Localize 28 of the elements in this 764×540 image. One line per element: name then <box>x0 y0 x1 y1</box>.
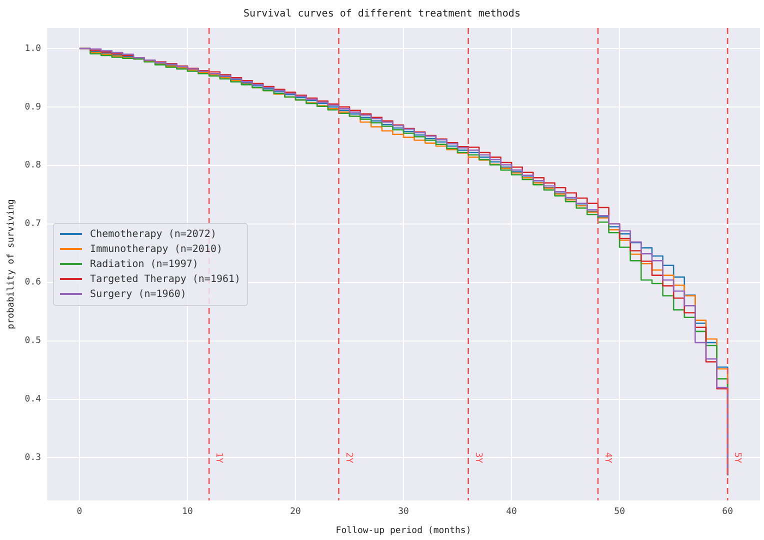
chart-title: Survival curves of different treatment methods <box>244 8 520 20</box>
x-tick-label: 0 <box>76 507 82 518</box>
y-tick-label: 0.8 <box>24 160 42 171</box>
legend-label: Chemotherapy (n=2072) <box>90 228 216 240</box>
x-tick-label: 60 <box>722 507 734 518</box>
ref-line-label: 2Y <box>343 452 354 464</box>
x-tick-label: 50 <box>614 507 625 518</box>
x-tick-label: 10 <box>182 507 193 518</box>
ref-line-label: 5Y <box>732 452 742 464</box>
legend-label: Radiation (n=1997) <box>90 258 198 270</box>
x-tick-label: 30 <box>398 507 409 518</box>
y-tick-label: 0.7 <box>24 219 42 230</box>
ref-line-label: 1Y <box>214 452 224 464</box>
y-tick-label: 0.6 <box>24 278 42 288</box>
x-axis-title: Follow-up period (months) <box>336 526 472 536</box>
y-tick-label: 0.5 <box>24 336 42 346</box>
ref-line-label: 3Y <box>472 452 483 464</box>
y-axis-title: probability of surviving <box>6 199 17 330</box>
y-tick-label: 0.4 <box>24 394 42 405</box>
y-tick-label: 0.3 <box>24 453 42 464</box>
ref-line-label: 4Y <box>602 452 613 464</box>
legend-label: Surgery (n=1960) <box>90 288 186 300</box>
y-tick-label: 1.0 <box>24 44 42 54</box>
legend-label: Targeted Therapy (n=1961) <box>90 274 241 285</box>
legend-label: Immunotherapy (n=2010) <box>90 244 222 255</box>
x-tick-label: 20 <box>290 507 301 518</box>
x-tick-label: 40 <box>506 507 517 518</box>
y-tick-label: 0.9 <box>24 102 42 112</box>
